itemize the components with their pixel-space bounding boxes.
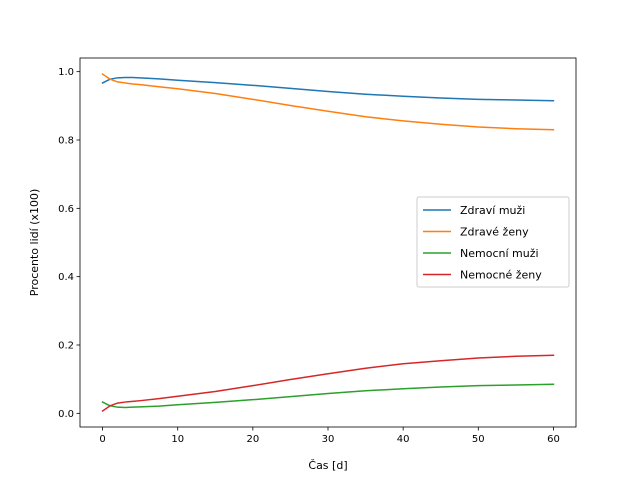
x-axis-label: Čas [d]	[308, 459, 347, 472]
y-tick-label: 0.0	[58, 409, 74, 420]
y-axis-ticks: 0.0 0.2 0.4 0.6 0.8 1.0	[58, 67, 80, 420]
x-tick-label: 0	[99, 434, 105, 445]
legend-label-zdrave-zeny: Zdravé ženy	[460, 226, 529, 239]
legend: Zdraví muži Zdravé ženy Nemocní muži Nemocn…	[416, 196, 570, 288]
y-tick-label: 1.0	[58, 67, 74, 78]
x-tick-label: 20	[246, 434, 259, 445]
series-line-nemocni-muzi	[101, 383, 555, 409]
plot-lines	[101, 73, 555, 412]
y-tick-label: 0.6	[58, 204, 74, 215]
x-tick-label: 10	[171, 434, 184, 445]
series-line-zdravi-muzi	[101, 76, 555, 102]
series-line-nemocne-zeny	[101, 354, 555, 412]
x-tick-label: 60	[547, 434, 560, 445]
legend-label-nemocni-muzi: Nemocní muži	[460, 247, 539, 260]
legend-label-zdravi-muzi: Zdraví muži	[460, 204, 525, 217]
x-axis-ticks: 0 10 20 30 40 50 60	[99, 427, 560, 445]
y-tick-label: 0.2	[58, 341, 74, 352]
x-tick-label: 50	[472, 434, 485, 445]
x-tick-label: 40	[397, 434, 410, 445]
x-tick-label: 30	[322, 434, 335, 445]
y-tick-label: 0.4	[58, 272, 74, 283]
legend-box	[416, 196, 570, 288]
series-line-zdrave-zeny	[101, 73, 555, 131]
y-axis-label: Procento lidí (x100)	[28, 189, 41, 297]
y-tick-label: 0.8	[58, 136, 74, 147]
legend-label-nemocne-zeny: Nemocné ženy	[460, 269, 542, 282]
